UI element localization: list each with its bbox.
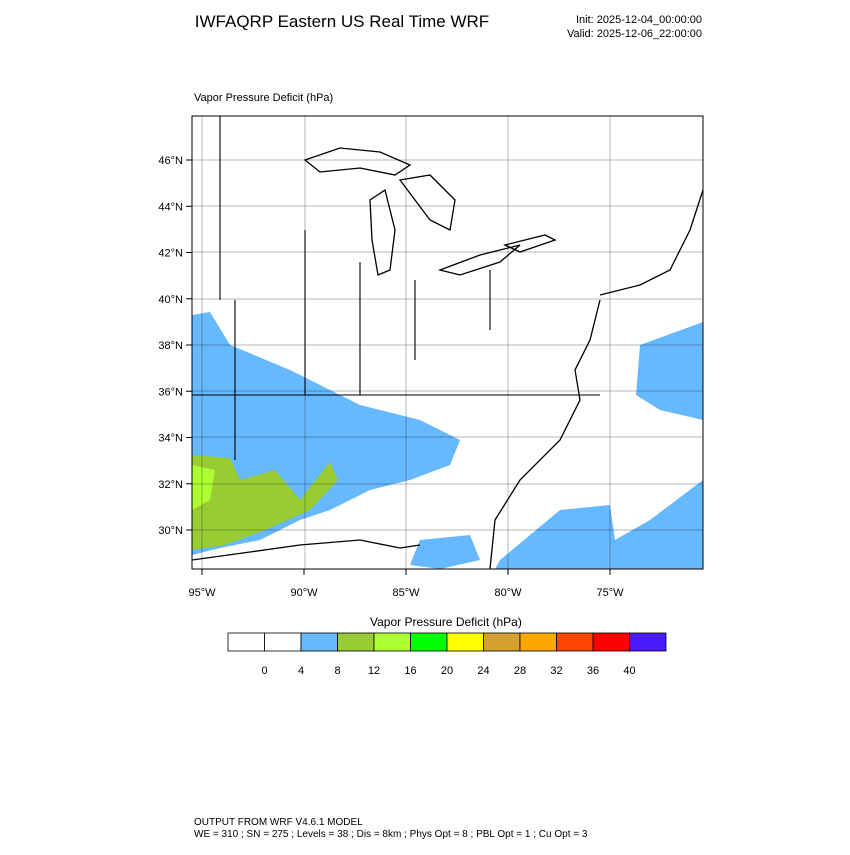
init-time: Init: 2025-12-04_00:00:00 [576, 14, 702, 26]
map [192, 116, 703, 569]
colorbar-label: 24 [477, 665, 489, 677]
colorbar-label: 40 [623, 665, 635, 677]
lat-label: 46°N [158, 155, 183, 167]
colorbar-box [264, 632, 302, 652]
colorbar-label: 4 [298, 665, 304, 677]
colorbar-label: 12 [368, 665, 380, 677]
colorbar-label: 32 [550, 665, 562, 677]
vpd-region [636, 322, 703, 420]
lat-label: 30°N [158, 525, 183, 537]
colorbar-label: 20 [441, 665, 453, 677]
vpd-region [192, 455, 338, 550]
lat-label: 40°N [158, 294, 183, 306]
colorbar-box [629, 632, 667, 652]
map-frame [191, 115, 704, 570]
footer-line: WE = 310 ; SN = 275 ; Levels = 38 ; Dis … [194, 829, 588, 840]
vpd-region [192, 465, 215, 510]
colorbar-label: 0 [261, 665, 267, 677]
colorbar-box [410, 632, 448, 652]
lon-label: 85°W [392, 587, 420, 599]
lat-label: 36°N [158, 386, 183, 398]
colorbar-box [300, 632, 338, 652]
colorbar-label: 28 [514, 665, 526, 677]
title: IWFAQRP Eastern US Real Time WRF [195, 12, 489, 31]
lon-label: 95°W [188, 587, 216, 599]
lat-label: 38°N [158, 340, 183, 352]
colorbar-label: 16 [404, 665, 416, 677]
footer-line: OUTPUT FROM WRF V4.6.1 MODEL [194, 817, 363, 828]
colorbar-label: 8 [334, 665, 340, 677]
vpd-region [410, 535, 480, 569]
vpd-region [495, 480, 703, 569]
colorbar-box [519, 632, 557, 652]
colorbar-box [337, 632, 375, 652]
map-subtitle: Vapor Pressure Deficit (hPa) [194, 92, 333, 104]
lon-label: 75°W [596, 587, 624, 599]
colorbar-box [373, 632, 411, 652]
colorbar-box [556, 632, 594, 652]
colorbar-box [592, 632, 630, 652]
colorbar-box [446, 632, 484, 652]
colorbar-box [227, 632, 265, 652]
lon-label: 80°W [494, 587, 522, 599]
lat-label: 34°N [158, 433, 183, 445]
colorbar-label: 36 [587, 665, 599, 677]
colorbar-title: Vapor Pressure Deficit (hPa) [370, 615, 522, 629]
lon-label: 90°W [290, 587, 318, 599]
lat-label: 32°N [158, 479, 183, 491]
valid-time: Valid: 2025-12-06_22:00:00 [567, 28, 702, 40]
lat-label: 42°N [158, 248, 183, 260]
colorbar-box [483, 632, 521, 652]
lat-label: 44°N [158, 201, 183, 213]
